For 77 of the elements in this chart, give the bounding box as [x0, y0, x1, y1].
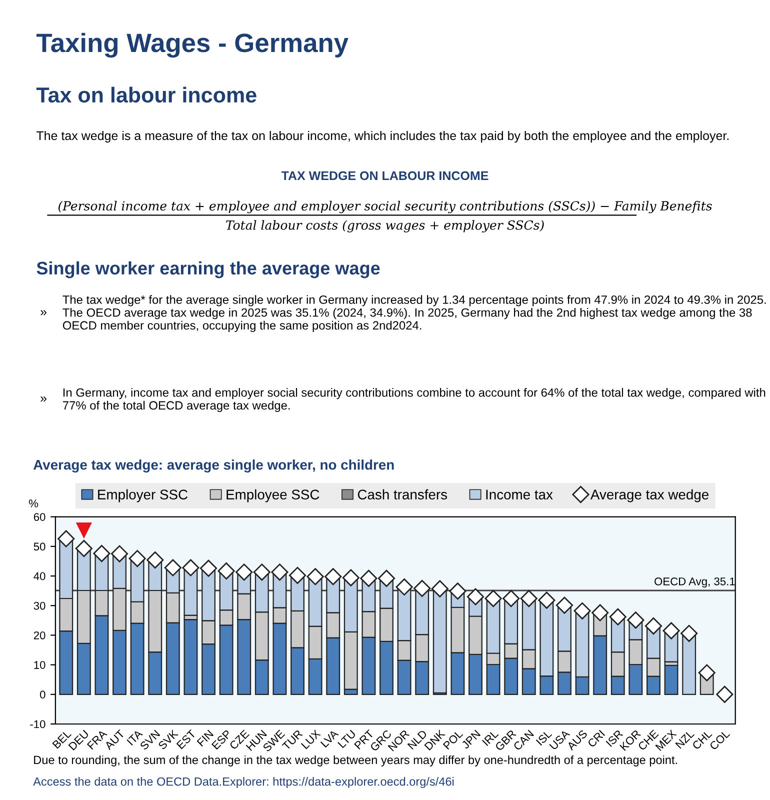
point — [556, 596, 574, 614]
text: Single worker earning the average wage — [36, 261, 380, 278]
y-tick-label: -10 — [30, 720, 46, 728]
text: Due to rounding, the sum of the change in the tax wedge between years may differ by one-hundredth of a percentage point. — [34, 755, 677, 766]
legend-label: Income tax — [486, 490, 553, 500]
point — [271, 564, 288, 581]
text: » — [40, 396, 46, 402]
point — [414, 580, 431, 597]
point — [58, 530, 75, 548]
point — [378, 570, 396, 587]
point — [396, 578, 413, 596]
text: TAX WEDGE ON LABOUR INCOME — [281, 171, 488, 180]
chart-title: Taxing Wages - Germany — [36, 32, 348, 58]
point — [502, 590, 520, 608]
bar — [664, 664, 678, 695]
legend-label: Employer SSC — [98, 489, 188, 502]
point — [466, 588, 484, 606]
point — [449, 582, 466, 600]
point — [324, 568, 342, 586]
point — [75, 540, 92, 558]
point — [609, 608, 626, 626]
text: Average tax wedge: average single worker, no children — [33, 460, 394, 473]
text: The tax wedge* for the average single worker in Germany increased by 1.34 percentage points from 47.9% in 2024 to 49.3% in 2025. The OECD average tax wedge in 2025 was 35.1% (2024, 34.9%). In 2025, Germany had the 2nd highest tax wedge among the 38 OECD member countries, occupying the same position as 2nd2024. — [62, 295, 766, 332]
point — [627, 612, 644, 629]
point — [218, 562, 235, 580]
y-tick-label: 0 — [40, 690, 46, 699]
y-tick-label: 30 — [34, 602, 46, 610]
y-tick-label: 50 — [34, 542, 46, 551]
chart-subtitle: Tax on labour income — [36, 86, 256, 103]
bar — [184, 618, 198, 695]
point — [520, 590, 538, 608]
point — [360, 570, 378, 587]
text: Total labour costs (gross wages + employer SSCs) — [226, 220, 544, 232]
y-tick-label: 20 — [34, 631, 46, 640]
point — [110, 545, 128, 562]
point — [680, 624, 698, 642]
text: Access the data on the OECD Data.Explorer: https://data-explorer.oecd.org/s/46i — [33, 777, 454, 788]
text: » — [40, 310, 46, 316]
point — [182, 559, 200, 576]
point — [644, 617, 662, 635]
y-tick-label: 60 — [34, 513, 46, 521]
point — [164, 559, 182, 576]
x-tick-label: LTU — [338, 730, 356, 748]
x-tick-label: POL — [442, 729, 464, 750]
point — [128, 550, 146, 568]
y-axis-title: % — [28, 500, 38, 508]
point — [236, 564, 253, 581]
point — [484, 590, 502, 608]
x-tick-label: CRI — [587, 730, 606, 748]
point — [342, 569, 360, 586]
x-tick-label: ITA — [126, 729, 143, 746]
point — [306, 568, 324, 586]
point — [200, 560, 218, 577]
point — [146, 551, 164, 569]
point — [93, 544, 110, 562]
point — [716, 686, 734, 703]
ref-line-label: OECD Avg, 35.1 — [654, 577, 735, 588]
legend-label: Cash transfers — [358, 489, 448, 500]
text: The tax wedge is a measure of the tax on labour income, which includes the tax paid by both the employee and the employer. — [36, 130, 729, 143]
point — [253, 564, 270, 581]
legend-label: Average tax wedge — [590, 489, 708, 502]
point — [698, 664, 716, 682]
x-tick-label: FRA — [86, 729, 108, 750]
point — [662, 622, 680, 640]
x-tick-label: FIN — [196, 730, 214, 747]
point — [538, 592, 556, 609]
point — [574, 602, 591, 620]
legend-label: Employee SSC — [226, 489, 320, 502]
x-tick-label: LVA — [320, 729, 339, 748]
point — [431, 580, 448, 598]
point — [288, 566, 306, 584]
x-tick-label: NLD — [407, 730, 428, 750]
text: In Germany, income tax and employer social security contributions combine to account for 64% of the total tax wedge, compared with 77% of the total OECD average tax wedge. — [62, 388, 766, 412]
point — [592, 604, 609, 622]
y-tick-label: 10 — [34, 661, 46, 669]
y-tick-label: 40 — [34, 572, 46, 580]
text: (Personal income tax + employee and employer social security contributions (SSCs)) − Family Benefits — [58, 200, 712, 214]
